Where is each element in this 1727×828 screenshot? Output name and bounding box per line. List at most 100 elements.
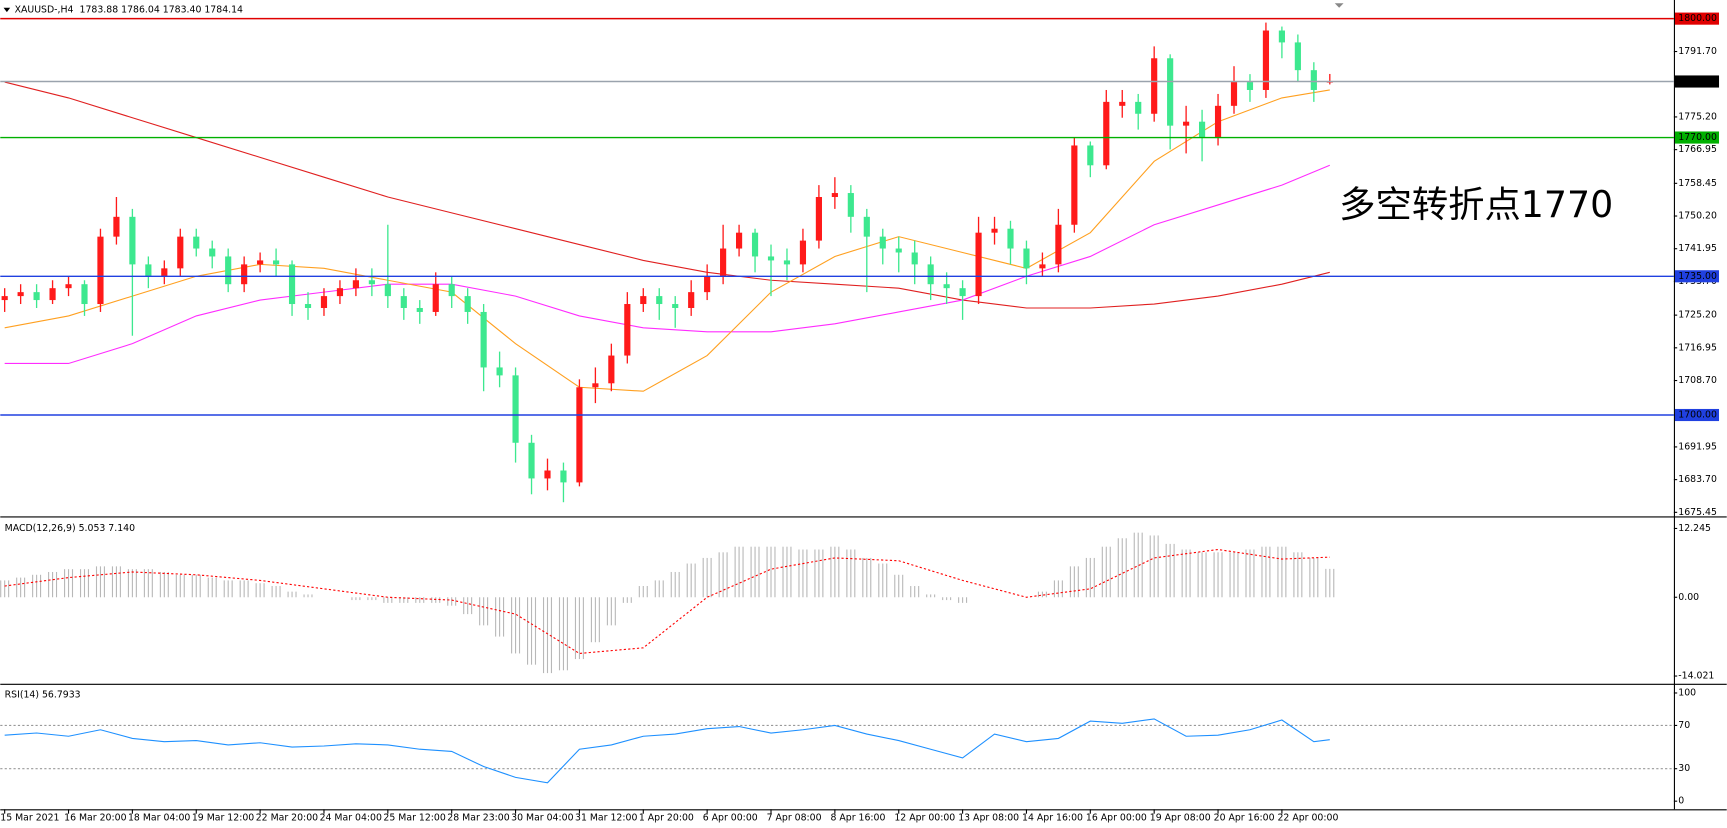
macd-bar xyxy=(515,597,517,654)
macd-bar xyxy=(734,546,736,598)
macd-bar xyxy=(215,577,217,598)
x-tick-label: 12 Apr 00:00 xyxy=(894,813,955,824)
macd-bar xyxy=(223,580,225,598)
macd-bar xyxy=(291,591,293,598)
macd-bar xyxy=(95,566,98,598)
candle-body xyxy=(1,296,8,301)
y-tick-label: -14.021 xyxy=(1678,671,1714,682)
y-tick-label: 1691.95 xyxy=(1678,441,1717,452)
macd-bar xyxy=(527,597,529,665)
macd-bar xyxy=(52,571,54,598)
candle-body xyxy=(448,284,455,297)
macd-bar xyxy=(898,574,900,598)
macd-bar xyxy=(830,546,832,598)
macd-bar xyxy=(598,597,600,643)
macd-bar xyxy=(415,597,417,603)
macd-bar xyxy=(1301,552,1303,598)
macd-bar xyxy=(1201,552,1203,598)
macd-bar xyxy=(914,586,916,598)
x-tick-label: 19 Apr 08:00 xyxy=(1150,813,1211,824)
macd-bar xyxy=(4,580,6,598)
macd-bar xyxy=(147,569,149,598)
candle-body xyxy=(1007,228,1014,249)
macd-bar xyxy=(1261,546,1263,598)
macd-bar xyxy=(1253,549,1255,598)
candle-body xyxy=(959,288,966,297)
rsi-line xyxy=(4,718,1330,784)
moving-average xyxy=(4,164,1331,365)
candle-body xyxy=(576,387,583,483)
candle-body xyxy=(704,276,711,293)
macd-bar xyxy=(670,571,672,598)
macd-bar xyxy=(239,580,241,598)
candle-body xyxy=(847,193,854,217)
macd-bar xyxy=(479,597,481,626)
macd-bar xyxy=(1297,552,1299,598)
macd-bar xyxy=(530,597,533,665)
macd-bar xyxy=(622,597,624,603)
macd-bar xyxy=(40,574,42,598)
macd-bar xyxy=(594,597,596,643)
macd-bar xyxy=(307,594,309,598)
candle-body xyxy=(1262,30,1270,90)
macd-bar xyxy=(55,571,58,598)
macd-bar xyxy=(930,594,932,598)
x-tick-label: 14 Apr 16:00 xyxy=(1022,813,1083,824)
macd-bar xyxy=(662,580,664,598)
macd-bar xyxy=(1181,549,1183,598)
macd-bar xyxy=(910,586,912,598)
candle-body xyxy=(608,355,615,384)
macd-bar xyxy=(782,546,784,598)
macd-bar xyxy=(447,597,449,606)
level-label-box xyxy=(1674,270,1720,283)
candle-body xyxy=(592,383,599,388)
macd-bar xyxy=(646,586,648,598)
macd-bar xyxy=(1221,552,1223,598)
macd-bar xyxy=(263,583,265,598)
candle-body xyxy=(1071,145,1078,225)
macd-bar xyxy=(950,597,952,601)
candle-body xyxy=(225,256,232,285)
candle-body xyxy=(496,367,503,376)
macd-bar xyxy=(550,597,553,674)
candle-body xyxy=(400,296,407,308)
level-label: 1700.00 xyxy=(1678,410,1717,421)
macd-bar xyxy=(199,574,201,598)
macd-bar xyxy=(1293,552,1295,598)
macd-bar xyxy=(211,577,213,598)
macd-bar xyxy=(275,586,277,598)
macd-title: MACD(12,26,9) 5.053 7.140 xyxy=(5,523,135,534)
candle-body xyxy=(1023,248,1030,269)
macd-bar xyxy=(83,569,86,598)
macd-bar xyxy=(255,583,257,598)
macd-bar xyxy=(1105,546,1107,598)
macd-bar xyxy=(854,549,856,598)
macd-bar xyxy=(119,566,121,598)
macd-bar xyxy=(195,574,197,598)
macd-bar xyxy=(311,594,313,598)
y-tick-label: 1775.20 xyxy=(1678,111,1717,122)
y-tick-label: 30 xyxy=(1678,763,1690,774)
macd-bar xyxy=(1185,549,1187,598)
macd-bar xyxy=(1217,552,1219,598)
macd-bar xyxy=(64,569,66,598)
macd-bar xyxy=(706,557,708,598)
macd-bar xyxy=(766,546,768,598)
macd-bar xyxy=(8,580,10,598)
macd-bar xyxy=(750,546,752,598)
macd-bar xyxy=(48,571,50,598)
x-tick-label: 19 Mar 12:00 xyxy=(192,813,254,824)
macd-bar xyxy=(67,569,70,598)
x-tick-label: 1 Apr 20:00 xyxy=(639,813,694,824)
shift-marker xyxy=(1334,3,1344,8)
candle-body xyxy=(528,442,535,479)
macd-bar xyxy=(151,569,153,598)
macd-bar xyxy=(630,597,632,603)
macd-bar xyxy=(111,566,114,598)
macd-bar xyxy=(846,549,848,598)
macd-bar xyxy=(626,597,628,603)
macd-bar xyxy=(1061,580,1063,598)
macd-bar xyxy=(451,597,453,606)
macd-bar xyxy=(87,569,90,598)
macd-bar xyxy=(24,577,26,598)
